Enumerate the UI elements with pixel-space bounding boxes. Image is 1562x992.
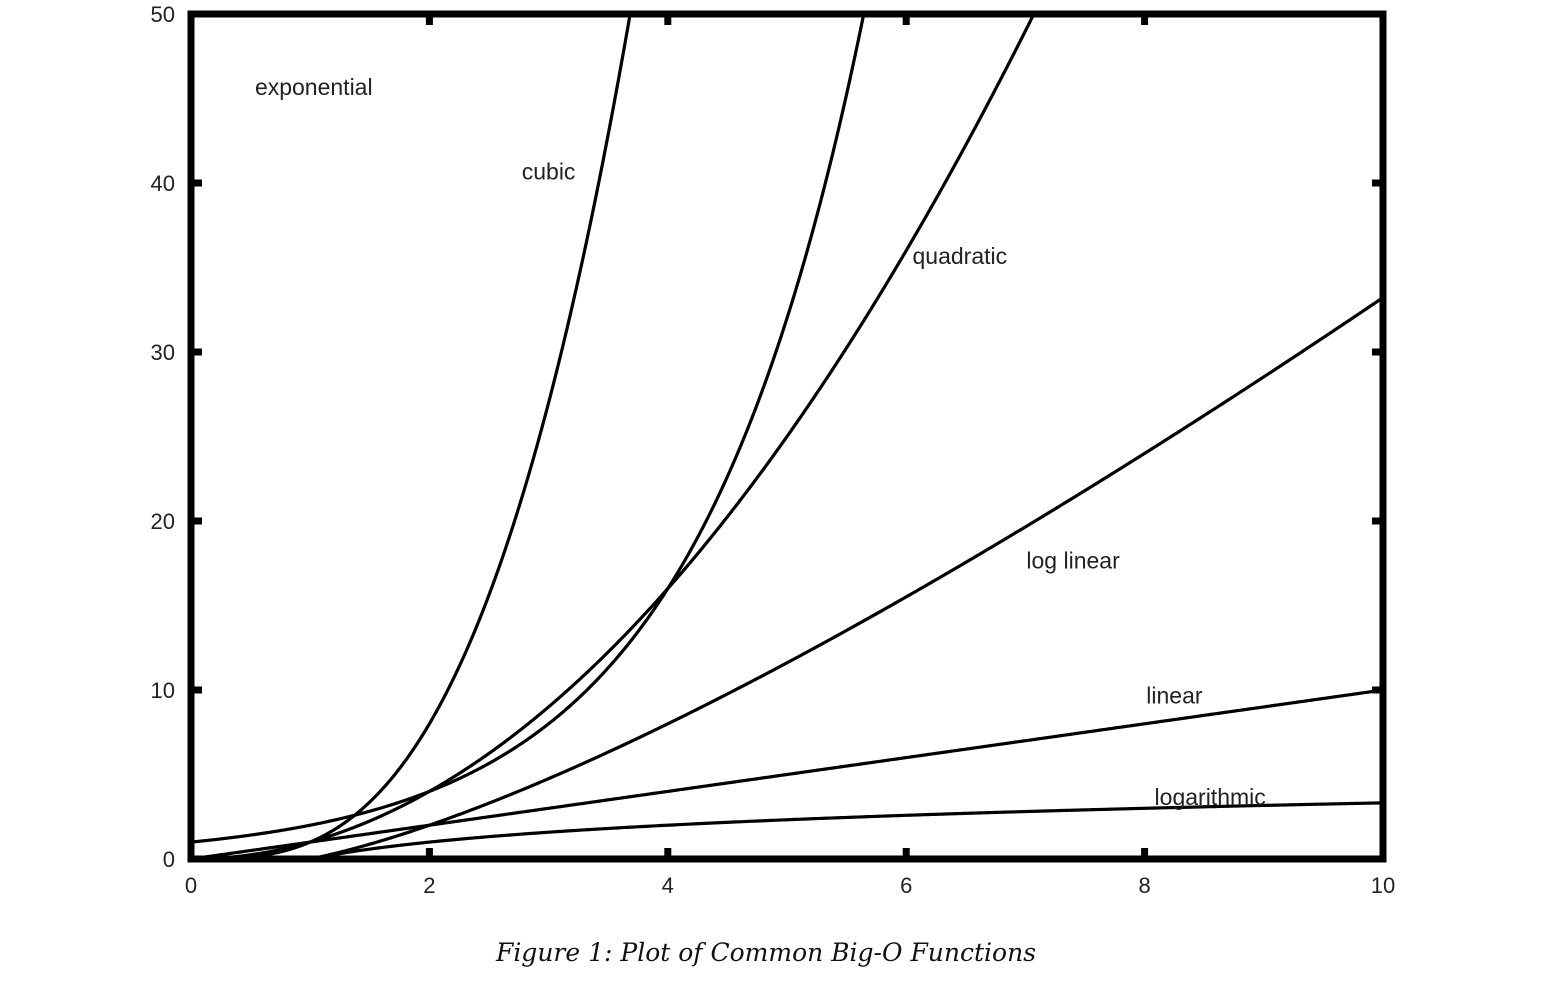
series-line-exponential bbox=[191, 15, 865, 844]
curve-labels-layer: exponential cubic quadratic log linear linea… bbox=[255, 74, 1266, 810]
y-tick-label: 20 bbox=[151, 509, 175, 534]
series-label-exponential: exponential bbox=[255, 74, 373, 100]
y-tick-label: 30 bbox=[151, 340, 175, 365]
x-tick-label: 4 bbox=[662, 873, 674, 898]
curves-layer bbox=[191, 14, 1383, 859]
series-line-linear bbox=[191, 688, 1383, 859]
tick-marks-layer bbox=[187, 10, 1387, 863]
series-line-cubic bbox=[191, 16, 632, 859]
x-tick-label: 6 bbox=[900, 873, 912, 898]
y-tick-label: 10 bbox=[151, 678, 175, 703]
y-tick-label: 50 bbox=[151, 2, 175, 27]
series-line-logarithmic bbox=[309, 801, 1383, 859]
y-tick-label: 40 bbox=[151, 171, 175, 196]
series-label-quadratic: quadratic bbox=[913, 243, 1008, 269]
x-tick-label: 10 bbox=[1371, 873, 1395, 898]
series-label-linear: linear bbox=[1146, 683, 1203, 709]
series-label-cubic: cubic bbox=[522, 159, 576, 185]
plot-frame bbox=[187, 10, 1387, 863]
series-label-log-linear: log linear bbox=[1026, 547, 1120, 573]
tick-labels-layer: 0 2 4 6 8 10 0 10 20 30 40 50 bbox=[151, 2, 1396, 898]
series-line-log-linear bbox=[309, 296, 1383, 859]
series-line-quadratic bbox=[191, 14, 1036, 859]
figure-caption: Figure 1: Plot of Common Big-O Functions bbox=[495, 938, 1037, 967]
x-tick-label: 0 bbox=[185, 873, 197, 898]
x-tick-label: 2 bbox=[423, 873, 435, 898]
y-tick-label: 0 bbox=[163, 847, 175, 872]
x-tick-label: 8 bbox=[1138, 873, 1150, 898]
series-label-logarithmic: logarithmic bbox=[1155, 784, 1266, 810]
